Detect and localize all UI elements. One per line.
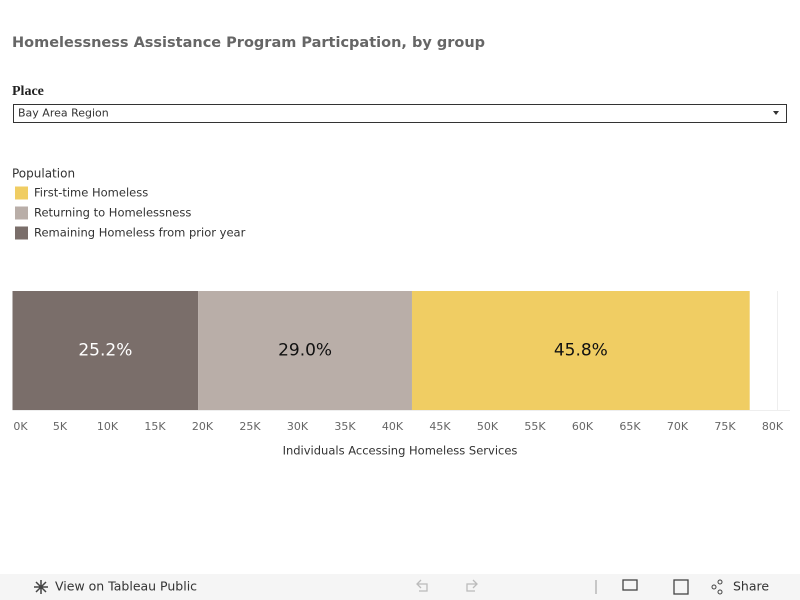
tableau-icon[interactable]	[34, 580, 48, 594]
download-icon[interactable]	[622, 579, 638, 591]
x-tick-label: 35K	[334, 420, 356, 433]
x-tick-label: 75K	[714, 420, 736, 433]
x-tick-label: 25K	[239, 420, 261, 433]
filter-label: Place	[12, 84, 44, 99]
data-label: 45.8%	[554, 341, 608, 361]
bar-segment	[198, 291, 412, 410]
legend-swatch	[15, 226, 28, 240]
x-tick-label: 5K	[53, 420, 68, 433]
data-label: 25.2%	[78, 341, 132, 361]
legend-label: Remaining Homeless from prior year	[34, 226, 246, 240]
share-icon[interactable]	[717, 579, 723, 585]
x-tick-label: 20K	[192, 420, 214, 433]
data-label: 29.0%	[278, 341, 332, 361]
dropdown[interactable]: Bay Area Region	[13, 104, 787, 123]
x-tick-label: 80K	[762, 420, 784, 433]
dropdown-box[interactable]	[13, 104, 787, 123]
legend-label: First-time Homeless	[34, 186, 148, 200]
undo-icon[interactable]	[416, 579, 428, 592]
legend-label: Returning to Homelessness	[34, 206, 191, 220]
redo-icon[interactable]	[466, 579, 478, 592]
legend-swatch	[15, 186, 28, 200]
footer-bar	[0, 574, 800, 600]
share-icon[interactable]	[711, 584, 717, 590]
legend-swatch	[15, 206, 28, 220]
share-text[interactable]: Share	[733, 579, 769, 594]
tableau-link[interactable]: View on Tableau Public	[34, 579, 197, 595]
x-tick-label: 10K	[97, 420, 119, 433]
x-tick-label: 30K	[287, 420, 309, 433]
x-tick-label: 50K	[477, 420, 499, 433]
fullscreen-icon[interactable]	[673, 579, 689, 595]
x-tick-label: 15K	[144, 420, 166, 433]
dropdown-arrow[interactable]	[773, 111, 779, 115]
x-tick-label: 70K	[667, 420, 689, 433]
bar-segment	[411, 291, 750, 410]
x-tick-label: 60K	[572, 420, 594, 433]
x-tick-label: 45K	[429, 420, 451, 433]
x-tick-label: 55K	[524, 420, 546, 433]
x-tick-label: 65K	[619, 420, 641, 433]
share-button[interactable]: Share	[711, 579, 769, 595]
dropdown-value[interactable]: Bay Area Region	[18, 107, 109, 120]
share-icon[interactable]	[717, 589, 723, 595]
x-axis-title: Individuals Accessing Homeless Services	[283, 444, 518, 458]
title: Homelessness Assistance Program Particpa…	[12, 35, 485, 51]
legend-title: Population	[12, 167, 75, 181]
x-tick-label: 40K	[382, 420, 404, 433]
tableau-link-text[interactable]: View on Tableau Public	[55, 579, 197, 594]
x-tick-label: 0K	[13, 420, 28, 433]
bar-segment	[12, 291, 199, 410]
